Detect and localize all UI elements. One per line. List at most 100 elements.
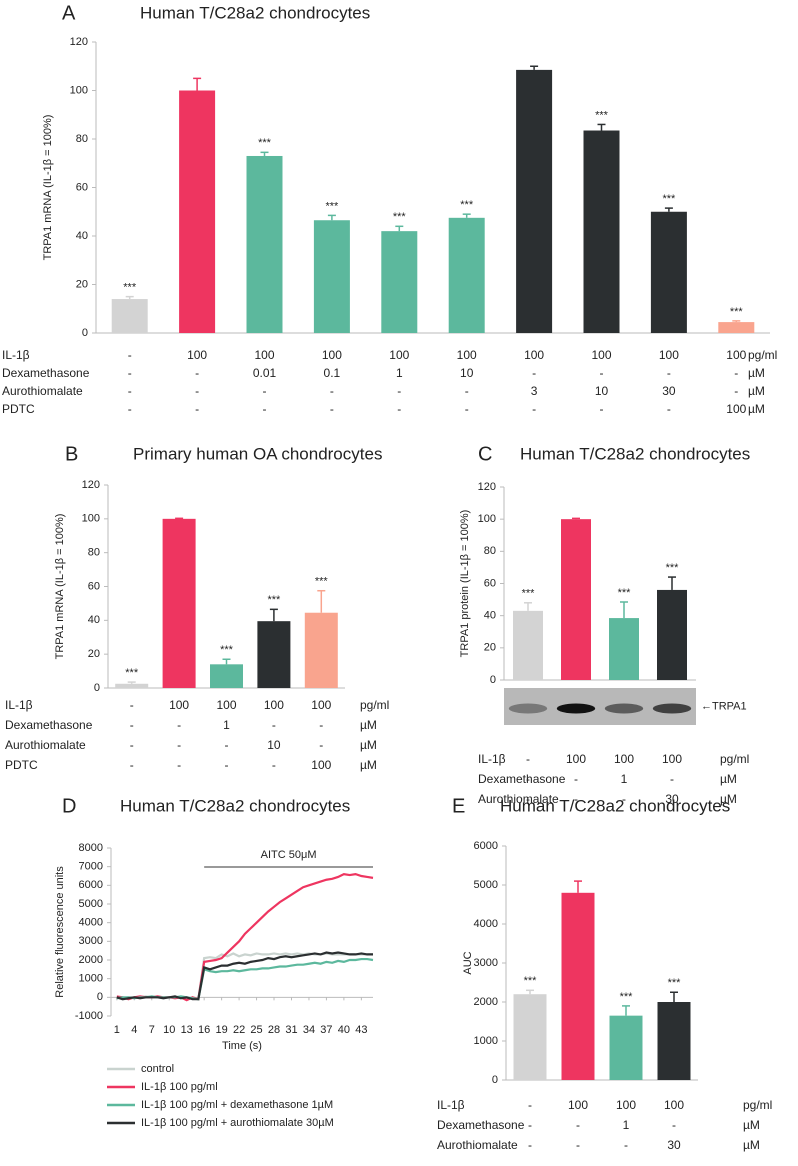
blot-band [652,703,692,714]
significance: *** [618,587,632,599]
condition-unit: µM [748,384,765,398]
condition-value: - [734,384,738,398]
legend-label: IL-1β 100 pg/ml + dexamethasone 1µM [141,1099,333,1111]
condition-value: - [195,366,199,380]
y-tick-label: 60 [484,577,496,589]
y-tick-label: 5000 [79,898,103,910]
bar [246,155,283,333]
condition-label: Dexamethasone [478,772,566,786]
significance: *** [125,667,139,679]
y-axis-label: Relative fluorescence units [54,866,66,998]
condition-value: 100 [311,758,331,772]
condition-unit: µM [748,366,765,380]
blot-band [508,703,548,714]
x-tick-label: 13 [181,1024,193,1036]
y-tick-label: 100 [82,513,100,525]
panel-title: Human T/C28a2 chondrocytes [520,444,750,463]
panel-title: Primary human OA chondrocytes [133,444,382,463]
condition-label: Aurothiomalate [5,738,86,752]
bar [650,211,687,333]
condition-value: 30 [667,1138,681,1152]
condition-value: 1 [396,366,403,380]
y-tick-label: 0 [490,674,496,686]
x-tick-label: 37 [320,1024,332,1036]
y-tick-label: 7000 [79,861,103,873]
y-axis-label: TRPA1 mRNA (IL-1β = 100%) [54,514,66,660]
condition-unit: µM [720,792,737,806]
y-tick-label: 40 [88,614,100,626]
condition-value: - [225,758,229,772]
condition-value: - [528,1138,532,1152]
condition-value: 100 [664,1098,684,1112]
condition-unit: µM [360,718,377,732]
y-tick-label: 8000 [79,842,103,854]
condition-unit: µM [743,1118,760,1132]
condition-value: - [465,402,469,416]
condition-value: 30 [665,792,679,806]
condition-value: 100 [566,752,586,766]
y-tick-label: -1000 [75,1010,103,1022]
significance: *** [258,137,272,149]
legend-label: IL-1β 100 pg/ml + aurothiomalate 30µM [141,1117,334,1129]
series-line [116,957,374,1001]
blot-label: ←TRPA1 [701,700,747,712]
condition-value: - [272,758,276,772]
condition-label: IL-1β [478,752,506,766]
series-line [116,952,373,1001]
significance: *** [730,306,744,318]
condition-unit: pg/ml [360,698,389,712]
panel-letter: A [62,2,76,24]
condition-label: IL-1β [2,348,30,362]
condition-value: - [263,384,267,398]
panel-title: Human T/C28a2 chondrocytes [140,3,370,22]
condition-value: 100 [216,698,236,712]
bar [657,589,687,680]
condition-value: - [263,402,267,416]
condition-value: 30 [662,384,676,398]
condition-value: - [576,1118,580,1132]
bar [718,322,755,333]
y-tick-label: 40 [76,230,88,242]
significance: *** [393,211,407,223]
condition-value: - [225,738,229,752]
condition-value: - [319,738,323,752]
condition-value: 100 [311,698,331,712]
condition-value: 100 [616,1098,636,1112]
condition-value: 0.01 [253,366,277,380]
legend-label: IL-1β 100 pg/ml [141,1081,218,1093]
condition-unit: µM [748,402,765,416]
condition-value: 10 [595,384,609,398]
condition-value: 1 [621,772,628,786]
condition-value: - [528,1118,532,1132]
bar [381,231,418,333]
significance: *** [668,977,682,989]
condition-value: - [574,772,578,786]
significance: *** [325,200,339,212]
condition-value: - [574,792,578,806]
condition-value: - [532,402,536,416]
condition-value: 100 [614,752,634,766]
y-tick-label: 1000 [79,973,103,985]
condition-value: - [195,384,199,398]
bar [583,130,620,333]
condition-label: Aurothiomalate [478,792,559,806]
condition-value: - [397,402,401,416]
condition-unit: pg/ml [743,1098,772,1112]
condition-value: - [576,1138,580,1152]
condition-value: 100 [322,348,342,362]
condition-value: - [622,792,626,806]
condition-unit: µM [720,772,737,786]
significance: *** [662,193,676,205]
y-tick-label: 4000 [79,917,103,929]
y-tick-label: 20 [88,648,100,660]
condition-value: 100 [169,698,189,712]
series-line [116,872,374,1002]
x-tick-label: 16 [198,1024,210,1036]
condition-value: 10 [267,738,281,752]
condition-value: - [177,718,181,732]
condition-label: PDTC [2,402,35,416]
bar [561,892,595,1080]
x-axis-label: Time (s) [222,1040,262,1052]
panel-letter: E [452,795,465,817]
